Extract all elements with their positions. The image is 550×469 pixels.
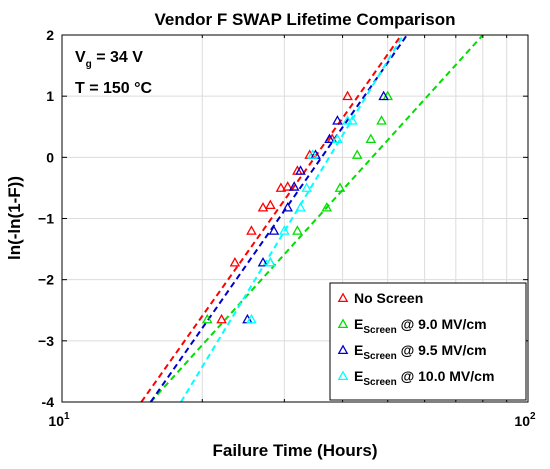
legend-label-series-4: EScreen @ 10.0 MV/cm — [354, 368, 494, 388]
data-point-series-4 — [301, 182, 312, 192]
data-point-series-3 — [332, 115, 343, 125]
y-tick-label: 1 — [46, 88, 54, 104]
data-point-series-3 — [282, 201, 293, 212]
legend-label-series-1: No Screen — [354, 290, 423, 306]
data-point-series-4 — [307, 149, 318, 159]
fit-line-series-3 — [149, 35, 408, 402]
data-point-series-4 — [265, 257, 276, 267]
legend-label-series-2: EScreen @ 9.0 MV/cm — [354, 316, 487, 336]
data-point-series-1 — [229, 257, 241, 267]
annotation-temperature: T = 150 °C — [75, 80, 153, 97]
y-tick-label: −2 — [38, 272, 54, 288]
data-point-series-2 — [201, 313, 213, 324]
y-axis-label: ln(-ln(1-F)) — [5, 176, 24, 260]
x-tick-label: 101 — [48, 411, 70, 429]
data-point-series-4 — [347, 115, 358, 125]
y-tick-label: -4 — [42, 394, 55, 410]
legend-marker-series-2 — [337, 318, 349, 329]
y-tick-label: 0 — [46, 149, 54, 165]
data-point-series-3 — [288, 181, 300, 191]
fit-lines — [140, 35, 484, 402]
y-tick-label: 2 — [46, 27, 54, 43]
data-point-series-1 — [282, 181, 293, 191]
data-point-series-2 — [334, 182, 346, 192]
data-point-series-1 — [275, 182, 287, 192]
x-axis-label: Failure Time (Hours) — [213, 441, 378, 460]
data-point-series-2 — [365, 133, 377, 143]
data-point-series-2 — [321, 201, 333, 212]
data-points — [201, 90, 394, 324]
legend-marker-series-1 — [337, 292, 349, 303]
data-point-series-1 — [342, 90, 353, 101]
fit-line-series-1 — [140, 35, 403, 402]
annotation-vg: Vg = 34 V — [75, 49, 143, 70]
data-point-series-3 — [295, 165, 306, 175]
legend-entries: No Screen EScreen @ 9.0 MV/cm EScreen @ 9.… — [337, 290, 494, 388]
data-point-series-4 — [279, 225, 290, 235]
legend-marker-series-4 — [337, 370, 349, 381]
data-point-series-3 — [268, 225, 280, 235]
legend-marker-series-3 — [337, 344, 349, 355]
data-point-series-2 — [351, 149, 363, 159]
data-point-series-2 — [376, 115, 387, 125]
data-point-series-4 — [295, 201, 306, 212]
data-point-series-3 — [257, 257, 269, 267]
data-point-series-3 — [378, 90, 389, 101]
legend-box — [329, 282, 527, 401]
data-point-series-1 — [246, 225, 257, 235]
legend: No Screen EScreen @ 9.0 MV/cm EScreen @ 9.… — [329, 282, 527, 401]
data-point-series-1 — [265, 199, 276, 210]
data-point-series-2 — [292, 225, 303, 235]
data-point-series-4 — [332, 133, 343, 143]
fit-line-series-4 — [180, 35, 405, 402]
data-point-series-1 — [257, 201, 269, 212]
chart-title: Vendor F SWAP Lifetime Comparison — [154, 10, 455, 29]
y-axis-ticks: -4 −3 −2 −1 0 1 2 — [38, 27, 528, 410]
data-point-series-1 — [216, 313, 227, 324]
y-tick-label: −1 — [38, 211, 54, 227]
y-tick-label: −3 — [38, 333, 54, 349]
data-point-series-3 — [324, 133, 335, 143]
x-tick-label: 102 — [514, 411, 536, 429]
data-point-series-4 — [246, 313, 257, 324]
legend-label-series-3: EScreen @ 9.5 MV/cm — [354, 342, 487, 362]
fit-line-series-2 — [149, 35, 484, 402]
